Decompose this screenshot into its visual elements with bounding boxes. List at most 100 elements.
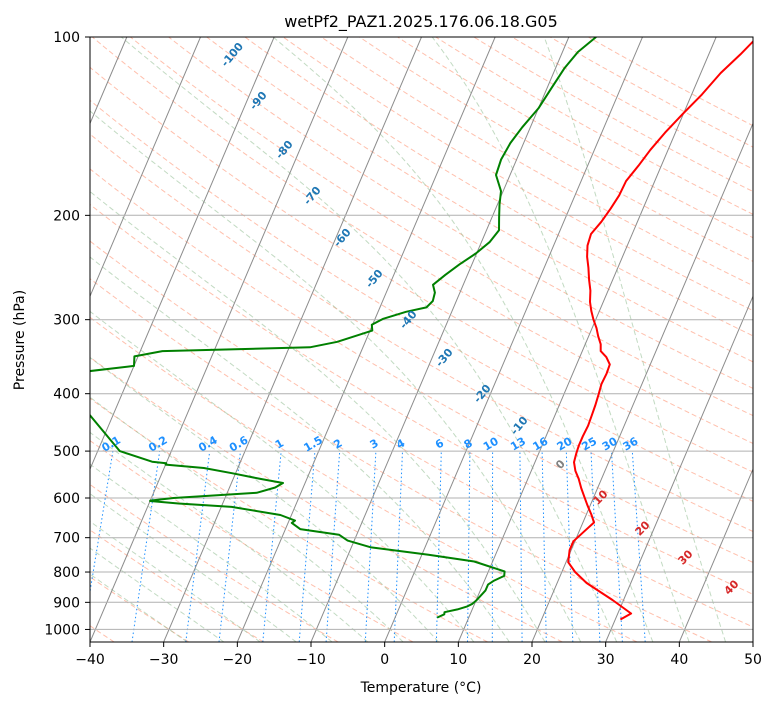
y-tick-label: 200 bbox=[53, 208, 80, 224]
mixing-ratio-label: 1 bbox=[273, 437, 286, 452]
isotherm bbox=[90, 37, 201, 298]
moist-adiabat bbox=[90, 547, 225, 642]
dry-adiabat bbox=[90, 576, 190, 642]
isotherm bbox=[531, 122, 753, 642]
y-tick-label: 500 bbox=[53, 444, 80, 460]
mixing-ratio-line bbox=[631, 451, 646, 642]
x-tick-label: 20 bbox=[523, 652, 541, 668]
dry-adiabat bbox=[90, 278, 712, 642]
dry-adiabat bbox=[90, 66, 753, 473]
mixing-ratio-line bbox=[90, 451, 114, 595]
dry-adiabat-label: -60 bbox=[331, 226, 354, 250]
dry-adiabat bbox=[90, 440, 414, 642]
moist-adiabat bbox=[90, 463, 333, 642]
moist-adiabat-label: 10 bbox=[591, 487, 611, 507]
x-tick-label: 10 bbox=[449, 652, 467, 668]
moist-adiabat bbox=[90, 190, 546, 642]
isotherm bbox=[457, 37, 717, 642]
moist-adiabat-label: 0 bbox=[553, 457, 568, 472]
isotherm bbox=[752, 640, 753, 642]
y-tick-label: 300 bbox=[53, 313, 80, 329]
dry-adiabat-label: -10 bbox=[508, 414, 531, 438]
dry-adiabat bbox=[90, 397, 488, 642]
mixing-ratio-line bbox=[298, 451, 316, 642]
isotherm bbox=[678, 467, 753, 642]
x-tick-label: −30 bbox=[149, 652, 179, 668]
x-tick-label: −10 bbox=[296, 652, 326, 668]
isotherm bbox=[163, 37, 422, 642]
moist-adiabat bbox=[272, 37, 654, 642]
mixing-ratio-line bbox=[611, 451, 623, 642]
dry-adiabat bbox=[90, 483, 339, 642]
dry-adiabat-label: -70 bbox=[301, 184, 324, 208]
dry-adiabat bbox=[282, 37, 753, 312]
x-tick-label: 0 bbox=[380, 652, 389, 668]
moist-adiabat-label: 20 bbox=[633, 518, 653, 538]
dry-adiabat bbox=[91, 37, 753, 444]
x-tick-label: 30 bbox=[597, 652, 615, 668]
x-tick-label: −40 bbox=[75, 652, 105, 668]
y-tick-label: 400 bbox=[53, 387, 80, 403]
mixing-ratio-label: 3 bbox=[368, 437, 381, 452]
moist-adiabat bbox=[543, 37, 727, 642]
moist-adiabat bbox=[90, 573, 188, 642]
dry-adiabat-label: -40 bbox=[397, 308, 420, 332]
mixing-ratio-line bbox=[435, 451, 442, 642]
moist-adiabat bbox=[90, 493, 297, 642]
mixing-ratio-line bbox=[218, 451, 241, 642]
dry-adiabat bbox=[359, 37, 753, 262]
sounding-profiles bbox=[90, 37, 753, 621]
y-tick-label: 1000 bbox=[44, 622, 80, 638]
dry-adiabat bbox=[90, 133, 753, 533]
moist-adiabat bbox=[90, 256, 510, 642]
dry-adiabat-label: -80 bbox=[273, 138, 296, 162]
moist-adiabat bbox=[90, 110, 582, 642]
x-tick-label: 50 bbox=[744, 652, 762, 668]
y-tick-label: 900 bbox=[53, 595, 80, 611]
dry-adiabat-label: -20 bbox=[471, 382, 494, 406]
x-axis-label: Temperature (°C) bbox=[360, 680, 482, 696]
x-tick-label: 40 bbox=[670, 652, 688, 668]
dry-adiabat bbox=[473, 37, 753, 193]
dry-adiabat bbox=[90, 529, 264, 642]
mixing-ratio-line bbox=[590, 451, 601, 642]
isotherm bbox=[384, 37, 643, 642]
y-axis-label: Pressure (hPa) bbox=[12, 290, 28, 390]
isotherm bbox=[310, 37, 570, 642]
y-tick-label: 800 bbox=[53, 565, 80, 581]
moist-adiabat bbox=[431, 37, 690, 642]
dry-adiabat bbox=[130, 37, 753, 417]
moist-adiabat-label: 30 bbox=[676, 547, 696, 567]
background-lines bbox=[90, 37, 753, 642]
dry-adiabat-label: -100 bbox=[218, 40, 246, 70]
mixing-ratio-line bbox=[467, 451, 471, 642]
moist-adiabat-label: 40 bbox=[722, 577, 742, 597]
moist-adiabat bbox=[90, 431, 369, 642]
mixing-ratio-label: 6 bbox=[433, 436, 446, 451]
isotherm bbox=[90, 37, 349, 642]
isotherm bbox=[90, 37, 275, 471]
axis-ticks: −40 −30 −20 −10 0 10 20 30 40 5010009008007006005… bbox=[44, 30, 762, 668]
dry-adiabat bbox=[244, 37, 753, 337]
moist-adiabat bbox=[90, 356, 439, 642]
x-tick-label: −20 bbox=[223, 652, 253, 668]
dry-adiabat bbox=[511, 37, 753, 170]
pressure-grid bbox=[90, 37, 753, 630]
moist-adiabat bbox=[90, 520, 261, 642]
dry-adiabat bbox=[320, 37, 753, 287]
mixing-ratio-label: 4 bbox=[394, 436, 407, 451]
dry-adiabat bbox=[206, 37, 753, 363]
moist-adiabat bbox=[90, 310, 475, 642]
dry-adiabat bbox=[90, 168, 753, 563]
sounding-series-line bbox=[567, 40, 753, 621]
dry-adiabat bbox=[90, 203, 753, 595]
dry-adiabat-label: -30 bbox=[433, 346, 456, 370]
y-tick-label: 700 bbox=[53, 531, 80, 547]
isotherm bbox=[236, 37, 496, 642]
sounding-series-line bbox=[90, 37, 597, 619]
dry-adiabat-label: -50 bbox=[363, 267, 386, 291]
dry-adiabat bbox=[90, 240, 753, 628]
dry-adiabat bbox=[90, 316, 638, 642]
isotherm bbox=[605, 295, 753, 642]
